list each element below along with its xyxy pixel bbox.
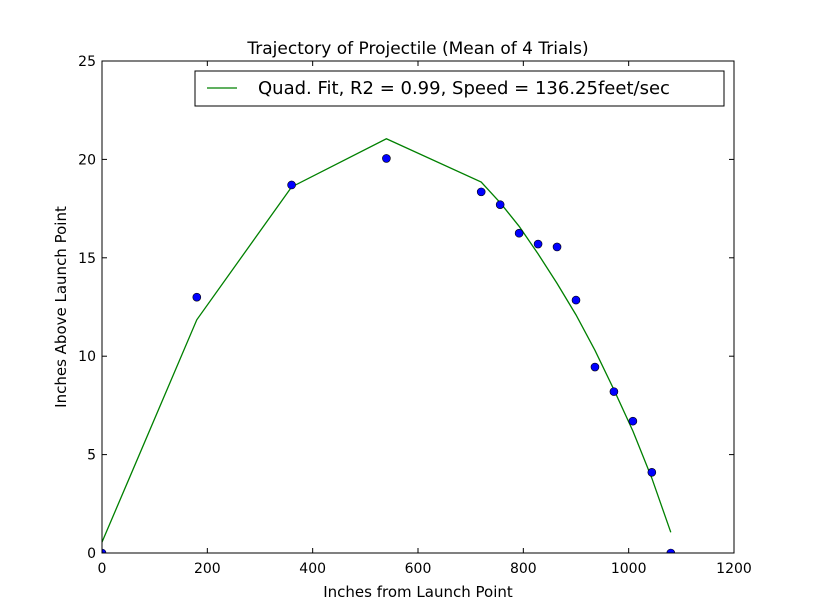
y-tick-label: 15 xyxy=(78,251,96,267)
data-point xyxy=(647,468,657,477)
axis-ticks: 0 200 400 600 800 1000 1200 0 5 10 15 20 25 xyxy=(78,54,752,577)
legend-entry-fit: Quad. Fit, R2 = 0.99, Speed = 136.25feet… xyxy=(258,78,670,99)
data-point xyxy=(571,295,581,305)
legend: Quad. Fit, R2 = 0.99, Speed = 136.25feet… xyxy=(194,70,725,107)
x-tick-label: 400 xyxy=(299,561,326,577)
y-tick-label: 0 xyxy=(87,546,96,562)
data-point xyxy=(476,187,486,197)
data-point xyxy=(552,242,562,252)
x-tick-label: 800 xyxy=(510,561,537,577)
chart-title: Trajectory of Projectile (Mean of 4 Tria… xyxy=(246,39,588,59)
fit-line xyxy=(101,138,672,543)
data-point xyxy=(287,180,296,190)
data-point xyxy=(382,154,391,163)
data-point xyxy=(666,548,676,553)
y-tick-label: 5 xyxy=(87,448,96,464)
y-tick-label: 10 xyxy=(78,349,96,365)
x-tick-label: 600 xyxy=(405,561,432,577)
legend-box xyxy=(194,70,725,107)
data-point xyxy=(609,387,619,396)
y-tick-label: 25 xyxy=(78,54,96,70)
plot-area xyxy=(101,138,676,553)
data-point xyxy=(495,200,505,209)
y-axis-label: Inches Above Launch Point xyxy=(52,206,70,408)
data-points xyxy=(102,154,676,553)
x-axis-label: Inches from Launch Point xyxy=(323,583,513,601)
data-point xyxy=(628,416,638,426)
data-point xyxy=(590,362,600,372)
x-tick-label: 200 xyxy=(194,561,221,577)
x-tick-label: 0 xyxy=(98,561,107,577)
data-point xyxy=(192,292,202,302)
data-point xyxy=(102,548,107,553)
x-tick-label: 1000 xyxy=(611,561,647,577)
data-point xyxy=(533,239,543,249)
y-tick-label: 20 xyxy=(78,152,96,168)
x-tick-label: 1200 xyxy=(716,561,752,577)
plot-frame xyxy=(101,60,735,554)
data-point xyxy=(514,228,524,238)
